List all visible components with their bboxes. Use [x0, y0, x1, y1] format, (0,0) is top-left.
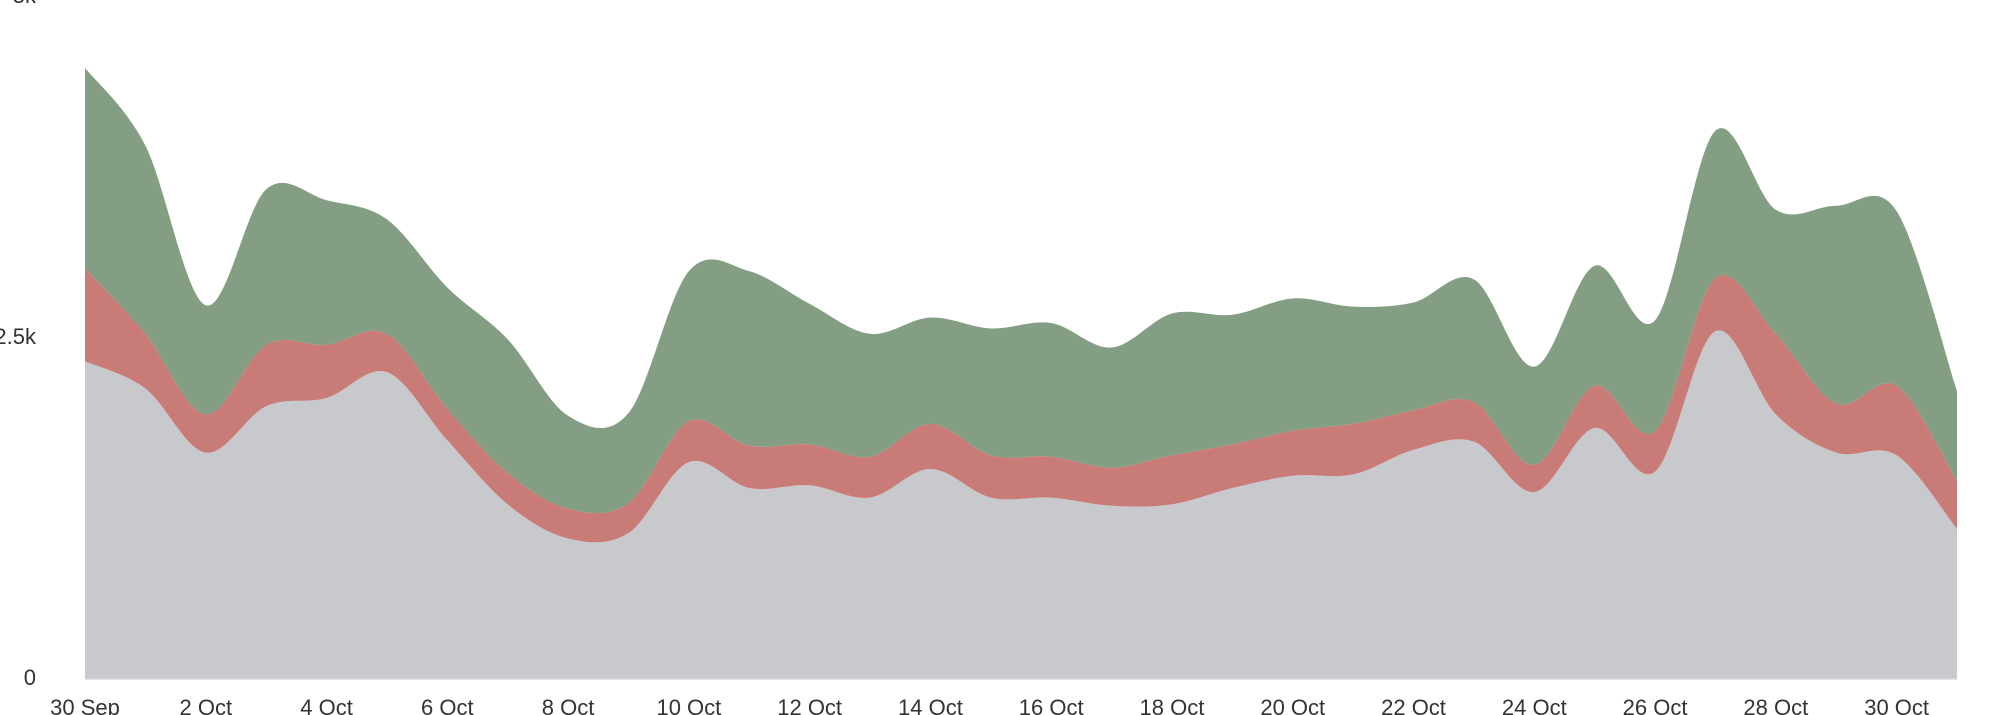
area	[85, 67, 1957, 514]
x-tick-label: 2 Oct	[179, 695, 232, 715]
y-tick-label: 5k	[13, 0, 37, 8]
x-tick-label: 30 Oct	[1864, 695, 1929, 715]
y-tick-label: 2.5k	[0, 324, 37, 349]
x-tick-label: 20 Oct	[1260, 695, 1325, 715]
x-tick-label: 18 Oct	[1140, 695, 1205, 715]
x-tick-label: 16 Oct	[1019, 695, 1084, 715]
x-tick-label: 8 Oct	[542, 695, 595, 715]
x-tick-label: 14 Oct	[898, 695, 963, 715]
area	[85, 330, 1957, 679]
x-tick-label: 6 Oct	[421, 695, 474, 715]
x-tick-label: 24 Oct	[1502, 695, 1567, 715]
x-tick-label: 10 Oct	[656, 695, 721, 715]
x-tick-label: 26 Oct	[1623, 695, 1688, 715]
x-tick-label: 28 Oct	[1743, 695, 1808, 715]
y-tick-label: 0	[24, 665, 36, 690]
area	[85, 268, 1957, 543]
x-tick-label: 4 Oct	[300, 695, 353, 715]
x-tick-label: 22 Oct	[1381, 695, 1446, 715]
x-tick-label: 12 Oct	[777, 695, 842, 715]
x-tick-label: 30 Sep	[50, 695, 120, 715]
